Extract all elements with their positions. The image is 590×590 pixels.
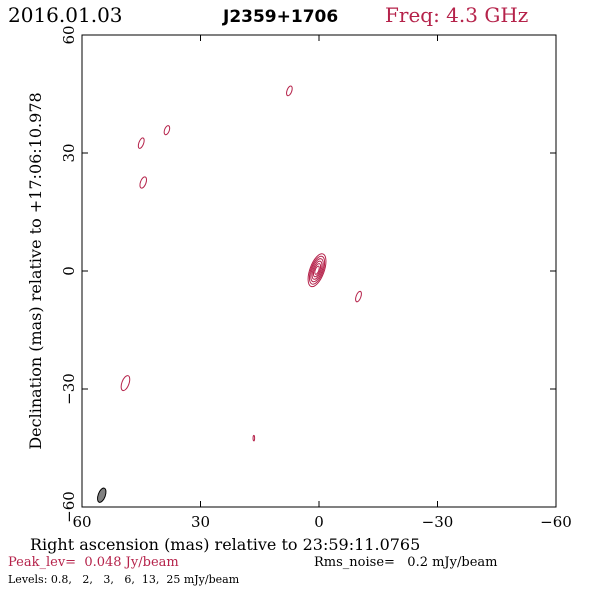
x-tick-label: −60 [540, 513, 572, 531]
rms-noise: Rms_noise= 0.2 mJy/beam [314, 555, 497, 570]
x-axis-label: Right ascension (mas) relative to 23:59:… [30, 535, 420, 554]
x-tick-label: 30 [191, 513, 210, 531]
feature-contour [139, 176, 148, 189]
peak-level: Peak_lev= 0.048 Jy/beam [8, 555, 179, 570]
x-tick-label: 0 [314, 513, 324, 531]
feature-contour [120, 375, 131, 392]
feature-contour [137, 137, 145, 149]
x-tick-label: 60 [72, 513, 91, 531]
core-contour [310, 258, 324, 283]
feature-contour [355, 290, 362, 303]
beam-layer [97, 487, 107, 503]
core-contour [312, 263, 322, 278]
x-tick-labels: 60 30 0 −30 −60 [72, 513, 571, 531]
y-tick-label: −60 [60, 491, 78, 523]
y-tick-label: −30 [60, 373, 78, 405]
y-axis-label: Declination (mas) relative to +17:06:10.… [26, 92, 45, 449]
contour-levels: Levels: 0.8, 2, 3, 6, 13, 25 mJy/beam [8, 573, 240, 586]
feature-contour [163, 125, 171, 136]
y-tick-label: 0 [60, 266, 78, 276]
y-tick-label: 30 [60, 143, 78, 162]
core-contour [307, 253, 327, 288]
feature-contour [286, 85, 293, 97]
axis-ticks [81, 34, 557, 508]
contour-layer [120, 85, 362, 442]
y-tick-labels: −60 −30 0 30 60 [60, 25, 78, 522]
beam-ellipse [97, 487, 107, 503]
core-contour [308, 255, 326, 285]
frequency-label: Freq: 4.3 GHz [385, 3, 528, 27]
x-tick-label: −30 [422, 513, 454, 531]
observation-date: 2016.01.03 [8, 3, 123, 27]
y-tick-label: 60 [60, 25, 78, 44]
feature-contour [252, 434, 256, 442]
core-contour [314, 265, 320, 275]
core-contour [311, 260, 323, 280]
source-name: J2359+1706 [222, 7, 338, 27]
